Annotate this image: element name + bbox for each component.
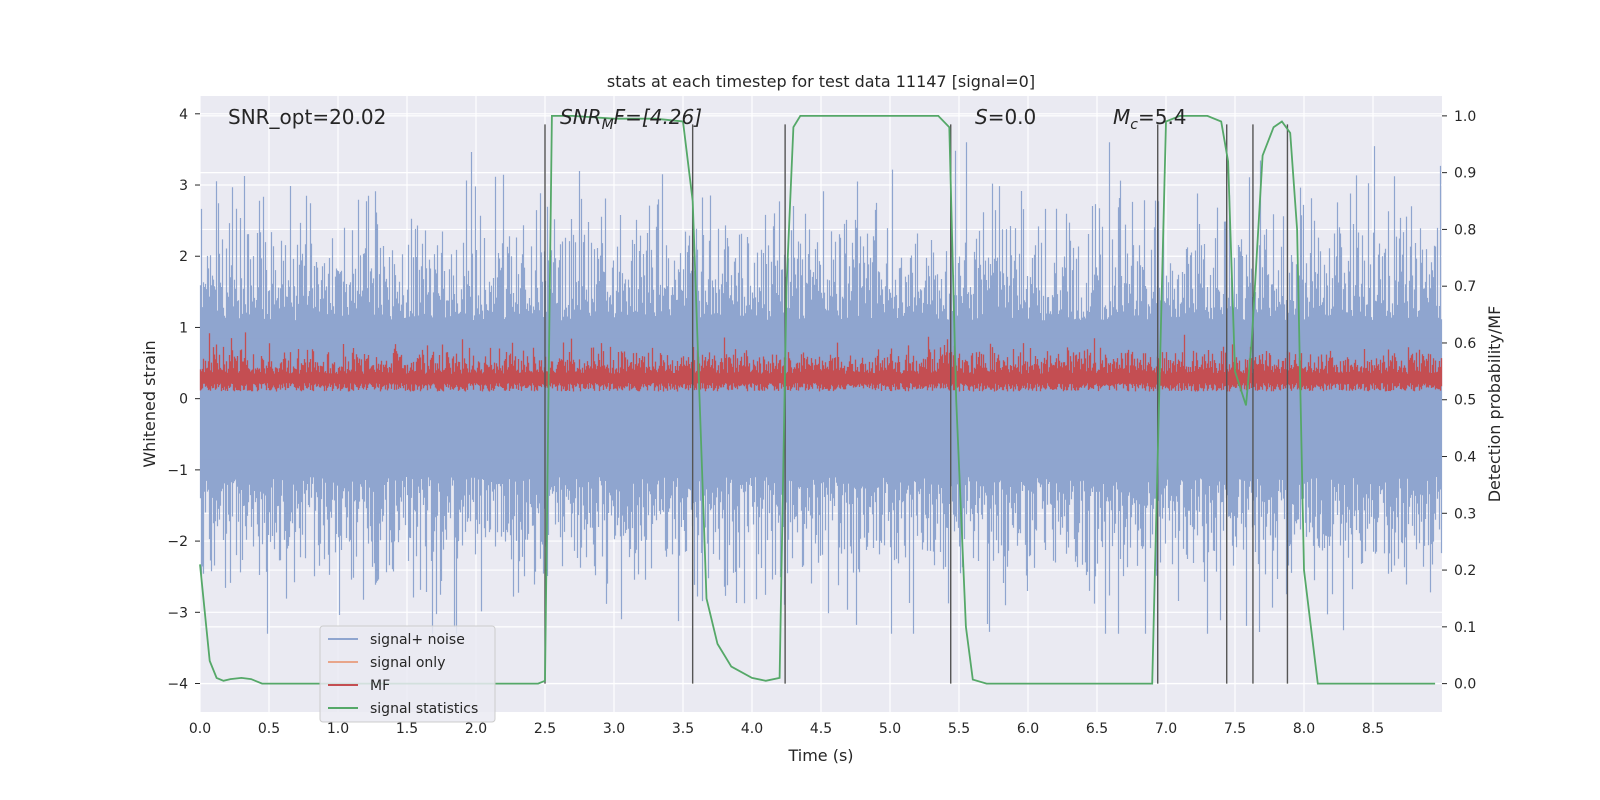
x-tick-label: 5.0 [879,721,901,737]
x-tick-label: 1.0 [327,721,349,737]
x-tick-label: 6.0 [1017,721,1039,737]
annotation-snr-mf: SNRMF=[4.26] [560,105,702,133]
x-tick-label: 0.5 [258,721,280,737]
y-ticks-left: 4 3 2 1 0 −1 −2 −3 −4 [167,107,200,693]
signal-noise-band [200,338,1442,460]
y-tick-label: 4 [179,107,188,123]
y2-tick-label: 0.2 [1454,563,1476,579]
detection-vertical-lines [544,124,1289,684]
legend-label-mf: MF [370,678,390,694]
legend-box [319,625,496,723]
x-tick-label: 3.5 [672,721,694,737]
y-tick-label: −3 [167,605,188,621]
y2-tick-label: 0.0 [1454,677,1476,693]
x-tick-label: 0.0 [189,721,211,737]
mf-line [199,332,1443,392]
x-tick-label: 8.5 [1362,721,1384,737]
legend-label-signal-statistics: signal statistics [370,701,478,717]
x-tick-label: 7.5 [1224,721,1246,737]
y2-tick-label: 1.0 [1454,109,1476,125]
legend-label-signal-noise: signal+ noise [370,632,465,648]
y-tick-label: 2 [179,249,188,265]
y2-tick-label: 0.7 [1454,279,1476,295]
y-axis-label: Whitened strain [140,340,159,467]
y2-axis-label: Detection probability/MF [1485,306,1504,503]
legend-label-signal-only: signal only [370,655,445,671]
chart-title: stats at each timestep for test data 111… [607,72,1035,91]
y2-tick-label: 0.9 [1454,166,1476,182]
x-tick-label: 2.0 [465,721,487,737]
x-tick-label: 4.0 [741,721,763,737]
y2-tick-label: 0.8 [1454,222,1476,238]
x-tick-label: 2.5 [534,721,556,737]
y-tick-label: −2 [167,534,188,550]
y2-tick-label: 0.6 [1454,336,1476,352]
x-tick-label: 6.5 [1086,721,1108,737]
x-tick-label: 3.0 [603,721,625,737]
x-tick-label: 1.5 [396,721,418,737]
y2-tick-label: 0.3 [1454,506,1476,522]
x-tick-label: 7.0 [1155,721,1177,737]
x-ticks: 0.0 0.5 1.0 1.5 2.0 2.5 3.0 3.5 4.0 4.5 5.0 5.5 6.0 6… [189,721,1384,737]
y-tick-label: 1 [179,320,188,336]
legend: signal+ noise signal only MF signal stat… [319,625,496,723]
annotation-mc: Mc=5.4 [1113,105,1187,133]
x-axis-label: Time (s) [787,746,853,765]
y-ticks-right: 1.0 0.9 0.8 0.7 0.6 0.5 0.4 0.3 0.2 0.1 0.0 [1442,109,1476,693]
annotation-snr-opt: SNR_opt=20.02 [228,105,386,129]
annotation-s: S=0.0 [975,105,1036,129]
y-tick-label: 0 [179,392,188,408]
y-tick-label: −4 [167,677,188,693]
y2-tick-label: 0.4 [1454,450,1476,466]
y-tick-label: 3 [179,178,188,194]
y-tick-label: −1 [167,463,188,479]
series-mf [199,332,1443,392]
x-tick-label: 5.5 [948,721,970,737]
y2-tick-label: 0.5 [1454,393,1476,409]
x-tick-label: 4.5 [810,721,832,737]
x-tick-label: 8.0 [1293,721,1315,737]
y2-tick-label: 0.1 [1454,620,1476,636]
